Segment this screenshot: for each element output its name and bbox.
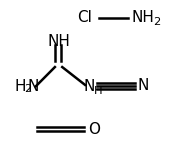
Text: H: H: [15, 79, 26, 94]
Text: N: N: [28, 79, 39, 94]
Text: Cl: Cl: [77, 10, 92, 25]
Text: O: O: [88, 122, 100, 137]
Text: H: H: [94, 86, 103, 96]
Text: NH: NH: [132, 10, 155, 25]
Text: NH: NH: [47, 34, 70, 49]
Text: N: N: [137, 78, 149, 93]
Text: N: N: [84, 79, 95, 94]
Text: 2: 2: [153, 17, 161, 27]
Text: 2: 2: [24, 84, 31, 94]
